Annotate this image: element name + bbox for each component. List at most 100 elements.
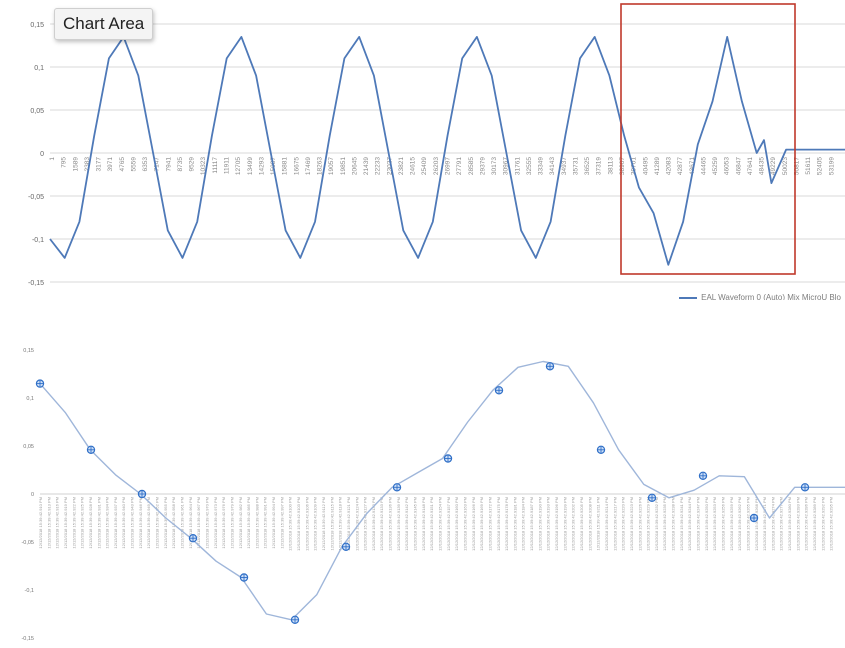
x-tick-label: 12/12/2018 15:39:42.979 PM [229, 497, 234, 549]
x-tick-label: 7941 [165, 157, 172, 172]
x-tick-label: 12/12/2018 15:39:42.9283 PM [795, 497, 800, 551]
data-point-marker [137, 489, 147, 499]
x-tick-label: 40495 [642, 157, 649, 175]
x-tick-label: 12/12/2018 15:39:42.991 PM [263, 497, 268, 549]
x-tick-label: 12/12/2018 15:39:42.9124 PM [354, 497, 359, 551]
y-tick-label: -0,1 [32, 237, 44, 244]
x-tick-label: 39701 [631, 157, 638, 175]
x-tick-label: 12/12/2018 15:39:42.9250 PM [704, 497, 709, 551]
x-tick-label: 1589 [72, 157, 79, 172]
x-tick-label: 10323 [200, 157, 207, 175]
x-tick-label: 12/12/2018 15:39:42.9208 PM [587, 497, 592, 551]
x-tick-label: 12/12/2018 15:39:42.9244 PM [687, 497, 692, 551]
x-tick-label: 12/12/2018 15:39:42.967 PM [196, 497, 201, 549]
x-tick-label: 23821 [398, 157, 405, 175]
x-tick-label: 12/12/2018 15:39:42.946 PM [138, 497, 143, 549]
y-tick-label: 0,15 [23, 348, 34, 354]
x-tick-label: 5559 [130, 157, 137, 172]
x-tick-label: 37319 [596, 157, 603, 175]
x-tick-label: 12/12/2018 15:39:42.9139 PM [396, 497, 401, 551]
x-tick-label: 11117 [212, 157, 219, 174]
waveform-series-line [49, 36, 845, 266]
x-tick-label: 12/12/2018 15:39:42.9241 PM [679, 497, 684, 551]
x-tick-label: 53199 [828, 157, 835, 175]
x-tick-label: 50023 [782, 157, 789, 175]
x-tick-label: 12/12/2018 15:39:42.9130 PM [371, 497, 376, 551]
data-point-marker [545, 362, 555, 371]
x-tick-label: 12/12/2018 15:39:42.9112 PM [321, 497, 326, 551]
x-tick-label: 12/12/2018 15:39:42.9160 PM [454, 497, 459, 551]
x-tick-label: 32555 [526, 157, 533, 175]
highlight-box [620, 3, 796, 275]
x-tick-label: 18263 [317, 157, 324, 175]
x-tick-label: 12/12/2018 15:39:42.976 PM [221, 497, 226, 549]
x-tick-label: 12/12/2018 15:39:42.955 PM [163, 497, 168, 549]
x-tick-label: 12/12/2018 15:39:42.919 PM [63, 497, 68, 549]
x-tick-label: 50817 [794, 157, 801, 175]
x-tick-label: 33349 [538, 157, 545, 175]
legend-text: EAL Waveform 0 (Auto) Mix MicroU Blo [701, 293, 841, 302]
x-tick-label: 34143 [549, 157, 556, 175]
x-tick-label: 26203 [433, 157, 440, 175]
data-point-marker [647, 493, 657, 503]
x-tick-label: 12/12/2018 15:39:42.9292 PM [820, 497, 825, 551]
x-tick-label: 12/12/2018 15:39:42.9226 PM [637, 497, 642, 551]
x-tick-label: 38907 [619, 157, 626, 175]
top-chart-panel: 0,15 0,1 0,05 0 -0,05 -0,1 -0,15 1 795 1589 2383 31… [0, 0, 845, 302]
x-tick-label: 42877 [677, 157, 684, 175]
x-tick-label: 12/12/2018 15:39:42.9247 PM [696, 497, 701, 551]
x-tick-label: 12/12/2018 15:39:42.973 PM [213, 497, 218, 549]
x-tick-label: 17469 [305, 157, 312, 175]
x-tick-label: 12/12/2018 15:39:42.9205 PM [579, 497, 584, 551]
x-tick-label: 12/12/2018 15:39:42.9259 PM [729, 497, 734, 551]
x-tick-label: 7147 [154, 157, 161, 172]
x-tick-label: 12/12/2018 15:39:42.9184 PM [521, 497, 526, 551]
x-tick-label: 12/12/2018 15:39:42.9214 PM [604, 497, 609, 551]
y-tick-label: -0,05 [21, 540, 34, 546]
data-point-marker [596, 445, 606, 455]
x-tick-label: 12/12/2018 15:39:42.9238 PM [671, 497, 676, 551]
x-tick-label: 38113 [607, 157, 614, 175]
x-tick-label: 28585 [468, 157, 475, 175]
chart-area-tooltip: Chart Area [54, 8, 154, 40]
bottom-detail-chart[interactable]: 0,15 0,1 0,05 0 -0,05 -0,1 -0,15 12/12/2018 15:… [0, 300, 845, 643]
x-tick-label: 31761 [514, 157, 521, 175]
detail-series-line [39, 360, 845, 621]
x-tick-label: 9529 [189, 157, 196, 172]
x-tick-label: 12/12/2018 15:39:42.9181 PM [512, 497, 517, 551]
x-tick-label: 12/12/2018 15:39:42.928 PM [88, 497, 93, 549]
x-tick-label: 12/12/2018 15:39:42.9202 PM [571, 497, 576, 551]
y-tick-label: 0,05 [23, 444, 34, 450]
x-tick-label: 12/12/2018 15:39:42.9211 PM [596, 497, 601, 551]
x-tick-label: 12/12/2018 15:39:42.9220 PM [621, 497, 626, 551]
y-tick-label: 0,15 [30, 22, 44, 29]
x-tick-label: 12/12/2018 15:39:42.916 PM [55, 497, 60, 549]
x-tick-label: 12/12/2018 15:39:42.9295 PM [829, 497, 834, 551]
legend-entry: EAL Waveform 0 (Auto) Mix MicroU Blo [679, 293, 841, 302]
y-tick-label: 0,05 [30, 108, 44, 115]
x-tick-label: 4765 [119, 157, 126, 172]
x-tick-label: 12/12/2018 15:39:42.9175 PM [496, 497, 501, 551]
x-tick-label: 36525 [584, 157, 591, 175]
x-tick-label: 12/12/2018 15:39:42.9178 PM [504, 497, 509, 551]
x-tick-label: 29379 [479, 157, 486, 175]
x-tick-label: 12/12/2018 15:39:42.9289 PM [812, 497, 817, 551]
x-tick-label: 12/12/2018 15:39:42.9148 PM [421, 497, 426, 551]
x-tick-label: 12/12/2018 15:39:42.931 PM [96, 497, 101, 549]
x-tick-label: 12/12/2018 15:39:42.988 PM [254, 497, 259, 549]
x-tick-label: 12/12/2018 15:39:42.9127 PM [363, 497, 368, 551]
y-tick-label: -0,15 [28, 280, 44, 287]
x-tick-label: 12/12/2018 15:39:42.9187 PM [529, 497, 534, 551]
bottom-chart-panel: 0,15 0,1 0,05 0 -0,05 -0,1 -0,15 12/12/2018 15:… [0, 300, 845, 643]
x-tick-label: 12/12/2018 15:39:42.9115 PM [329, 497, 334, 551]
x-tick-label: 14293 [258, 157, 265, 175]
x-tick-label: 3177 [96, 157, 103, 172]
top-waveform-chart[interactable]: 0,15 0,1 0,05 0 -0,05 -0,1 -0,15 1 795 1589 2383 31… [0, 0, 845, 300]
x-tick-label: 49229 [770, 157, 777, 175]
x-tick-label: 44465 [700, 157, 707, 175]
x-tick-label: 12/12/2018 15:39:42.9103 PM [296, 497, 301, 551]
x-tick-label: 12/12/2018 15:39:42.910 PM [38, 497, 43, 549]
x-tick-label: 19851 [340, 157, 347, 175]
x-tick-label: 12/12/2018 15:39:42.922 PM [71, 497, 76, 549]
x-tick-label: 11911 [224, 157, 231, 174]
